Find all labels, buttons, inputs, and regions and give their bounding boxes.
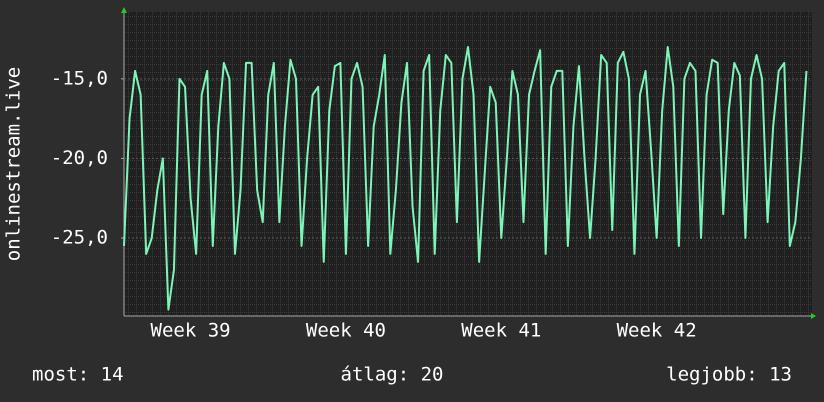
y-arrow: [121, 7, 127, 13]
minor-grid: [124, 12, 812, 316]
footer-average: átlag: 20: [341, 364, 444, 386]
x-tick-label: Week 41: [461, 320, 541, 342]
footer-best: legjobb: 13: [666, 364, 792, 386]
y-tick-label: -25,0: [51, 227, 108, 249]
footer-current: most: 14: [32, 364, 124, 386]
x-tick-label: Week 39: [151, 320, 231, 342]
y-axis-title: onlinestream.live: [3, 67, 25, 261]
y-tick-label: -15,0: [51, 67, 108, 89]
x-tick-label: Week 42: [617, 320, 697, 342]
x-arrow: [811, 313, 816, 319]
x-tick-label: Week 40: [306, 320, 386, 342]
y-tick-label: -20,0: [51, 147, 108, 169]
data-line: [123, 46, 808, 311]
